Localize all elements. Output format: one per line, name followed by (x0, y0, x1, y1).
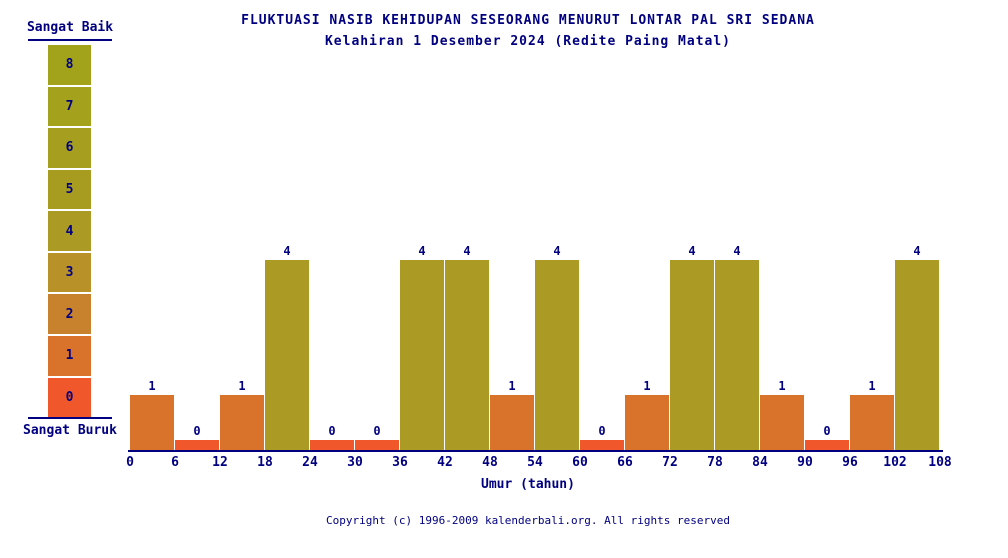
x-tick-label: 48 (482, 455, 498, 470)
x-tick-label: 60 (572, 455, 588, 470)
legend-cell-2: 2 (48, 294, 91, 334)
bar-value-label: 1 (508, 379, 516, 393)
bar (400, 260, 444, 450)
legend-cell-7: 7 (48, 86, 91, 127)
x-tick-label: 36 (392, 455, 408, 470)
x-tick-label: 66 (617, 455, 633, 470)
legend-cell-5: 5 (48, 169, 91, 210)
legend-cell-label: 3 (65, 265, 74, 281)
x-tick-label: 12 (212, 455, 228, 470)
legend-cell-label: 1 (65, 348, 74, 364)
bar-value-label: 1 (868, 379, 876, 393)
bar-value-label: 0 (823, 424, 831, 438)
x-tick-label: 24 (302, 455, 318, 470)
x-tick-label: 30 (347, 455, 363, 470)
bar (175, 440, 219, 450)
legend-worst-label: Sangat Buruk (23, 423, 117, 438)
bar (220, 395, 264, 450)
x-tick-label: 90 (797, 455, 813, 470)
bar-value-label: 0 (328, 424, 336, 438)
legend-cell-1: 1 (48, 335, 91, 376)
bar-value-label: 0 (373, 424, 381, 438)
bar-value-label: 1 (148, 379, 156, 393)
bar-value-label: 4 (283, 244, 291, 258)
legend-cell-6: 6 (48, 128, 91, 168)
bar (715, 260, 759, 450)
bar-value-label: 1 (238, 379, 246, 393)
x-tick-label: 96 (842, 455, 858, 470)
bar-value-label: 0 (193, 424, 201, 438)
bar (850, 395, 894, 450)
legend-cell-label: 8 (65, 57, 74, 73)
bar-value-label: 1 (643, 379, 651, 393)
bar (670, 260, 714, 450)
bar (625, 395, 669, 450)
x-axis-title: Umur (tahun) (481, 477, 575, 492)
legend-cell-label: 5 (65, 181, 74, 197)
x-tick-label: 108 (928, 455, 952, 470)
x-tick-label: 18 (257, 455, 273, 470)
legend-scale: 8 7 6 5 4 3 2 1 0 (48, 45, 91, 418)
legend-cell-0: 0 (48, 377, 91, 418)
bar (445, 260, 489, 450)
legend-cell-label: 7 (65, 98, 74, 114)
legend-top-divider (28, 39, 112, 41)
chart-title: FLUKTUASI NASIB KEHIDUPAN SESEORANG MENU… (241, 13, 815, 28)
x-tick-label: 102 (883, 455, 907, 470)
bar-value-label: 4 (553, 244, 561, 258)
x-tick-label: 54 (527, 455, 543, 470)
x-tick-label: 72 (662, 455, 678, 470)
bar-value-label: 4 (418, 244, 426, 258)
copyright-text: Copyright (c) 1996-2009 kalenderbali.org… (326, 514, 730, 527)
bar-value-label: 1 (778, 379, 786, 393)
bar-value-label: 4 (688, 244, 696, 258)
bar (490, 395, 534, 450)
x-axis-line (128, 450, 943, 452)
x-tick-label: 6 (171, 455, 179, 470)
bar (760, 395, 804, 450)
bar (355, 440, 399, 450)
bar (535, 260, 579, 450)
legend-cell-3: 3 (48, 252, 91, 293)
x-tick-label: 78 (707, 455, 723, 470)
x-tick-label: 42 (437, 455, 453, 470)
legend-cell-8: 8 (48, 45, 91, 85)
bar (805, 440, 849, 450)
bar (895, 260, 939, 450)
x-tick-label: 0 (126, 455, 134, 470)
x-tick-label: 84 (752, 455, 768, 470)
bar-value-label: 4 (913, 244, 921, 258)
legend-cell-label: 2 (65, 306, 74, 322)
chart-header: FLUKTUASI NASIB KEHIDUPAN SESEORANG MENU… (48, 10, 1008, 52)
plot-area: 1 0 1 4 0 0 4 4 1 4 0 1 4 4 1 0 1 4 0 6 12 18 24 30 36 42 48 54 60 66… (126, 0, 952, 470)
bar (130, 395, 174, 450)
legend-bottom-divider (28, 417, 112, 419)
chart-subtitle: Kelahiran 1 Desember 2024 (Redite Paing … (324, 34, 732, 49)
legend-best-label: Sangat Baik (26, 20, 114, 35)
bar-value-label: 4 (733, 244, 741, 258)
bar (310, 440, 354, 450)
bar (580, 440, 624, 450)
legend-cell-label: 4 (65, 223, 74, 239)
bar-value-label: 0 (598, 424, 606, 438)
legend-cell-label: 0 (65, 389, 74, 405)
bar-value-label: 4 (463, 244, 471, 258)
legend-cell-label: 6 (65, 140, 74, 156)
legend-cell-4: 4 (48, 211, 91, 251)
bar (265, 260, 309, 450)
